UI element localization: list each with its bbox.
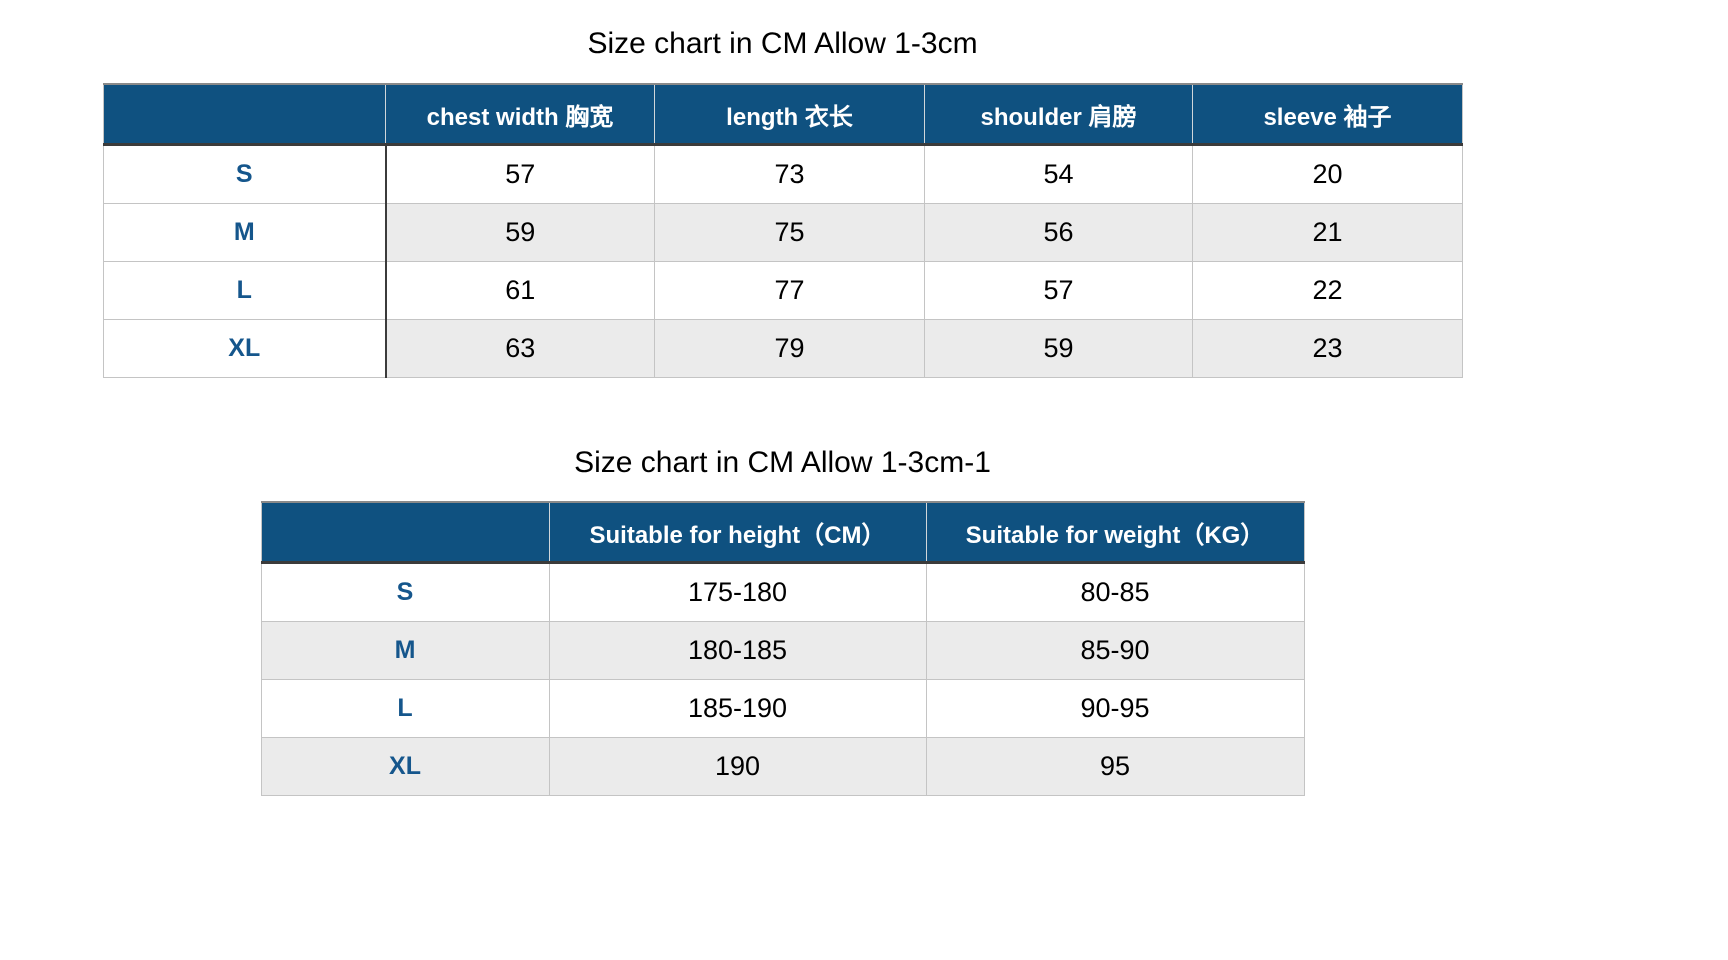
table-row: M 180-185 85-90	[260, 621, 1305, 680]
data-cell: 61	[385, 261, 655, 320]
row-label: S	[260, 562, 550, 622]
data-cell: 80-85	[925, 562, 1305, 622]
size-chart-2-title: Size chart in CM Allow 1-3cm-1	[574, 446, 991, 479]
data-cell: 23	[1192, 319, 1463, 378]
data-cell: 77	[654, 261, 925, 320]
row-label: XL	[260, 737, 550, 796]
size-chart-block-2: Size chart in CM Allow 1-3cm-1 Suitable …	[103, 378, 1462, 796]
row-label: M	[103, 203, 387, 262]
header-cell: shoulder 肩膀	[924, 83, 1193, 146]
data-cell: 75	[654, 203, 925, 262]
size-chart-block-1: Size chart in CM Allow 1-3cm chest width…	[103, 0, 1463, 378]
header-cell: Suitable for weight（KG）	[925, 501, 1305, 564]
data-cell: 73	[654, 144, 925, 204]
header-corner-cell	[260, 501, 550, 564]
table-row: XL 190 95	[260, 737, 1305, 796]
size-chart-2-header: Suitable for height（CM） Suitable for weig…	[260, 501, 1305, 564]
size-chart-2-table: Suitable for height（CM） Suitable for weig…	[260, 501, 1305, 796]
data-cell: 57	[385, 144, 655, 204]
table-row: S 175-180 80-85	[260, 562, 1305, 622]
data-cell: 57	[924, 261, 1193, 320]
table-row: XL 63 79 59 23	[103, 319, 1463, 378]
header-corner-cell	[103, 83, 386, 146]
header-cell: sleeve 袖子	[1192, 83, 1463, 146]
size-chart-1-header: chest width 胸宽 length 衣长 shoulder 肩膀 sleeve…	[103, 83, 1463, 146]
size-chart-page: Size chart in CM Allow 1-3cm chest width…	[103, 0, 1463, 796]
data-cell: 22	[1192, 261, 1463, 320]
size-chart-2-body: S 175-180 80-85 M 180-185 85-90 L 185-190 90-95 X…	[260, 562, 1305, 796]
data-cell: 56	[924, 203, 1193, 262]
data-cell: 63	[385, 319, 655, 378]
table-row: S 57 73 54 20	[103, 144, 1463, 204]
data-cell: 59	[385, 203, 655, 262]
header-cell: length 衣长	[654, 83, 925, 146]
data-cell: 180-185	[548, 621, 927, 680]
table-row: M 59 75 56 21	[103, 203, 1463, 262]
data-cell: 59	[924, 319, 1193, 378]
data-cell: 85-90	[925, 621, 1305, 680]
header-cell: Suitable for height（CM）	[548, 501, 927, 564]
row-label: L	[103, 261, 387, 320]
table-row: L 185-190 90-95	[260, 679, 1305, 738]
data-cell: 90-95	[925, 679, 1305, 738]
data-cell: 175-180	[548, 562, 927, 622]
header-row: chest width 胸宽 length 衣长 shoulder 肩膀 sleeve…	[103, 83, 1463, 146]
row-label: XL	[103, 319, 387, 378]
data-cell: 20	[1192, 144, 1463, 204]
size-chart-1-body: S 57 73 54 20 M 59 75 56 21 L 61 77 57 22 XL 63 79 59 23	[103, 144, 1463, 378]
table-row: L 61 77 57 22	[103, 261, 1463, 320]
data-cell: 21	[1192, 203, 1463, 262]
data-cell: 54	[924, 144, 1193, 204]
data-cell: 185-190	[548, 679, 927, 738]
header-cell: chest width 胸宽	[385, 83, 655, 146]
data-cell: 79	[654, 319, 925, 378]
data-cell: 190	[548, 737, 927, 796]
data-cell: 95	[925, 737, 1305, 796]
header-row: Suitable for height（CM） Suitable for weig…	[260, 501, 1305, 564]
size-chart-1-title: Size chart in CM Allow 1-3cm	[587, 27, 978, 60]
row-label: L	[260, 679, 550, 738]
row-label: M	[260, 621, 550, 680]
size-chart-1-table: chest width 胸宽 length 衣长 shoulder 肩膀 sleeve…	[103, 83, 1463, 378]
row-label: S	[103, 144, 387, 204]
